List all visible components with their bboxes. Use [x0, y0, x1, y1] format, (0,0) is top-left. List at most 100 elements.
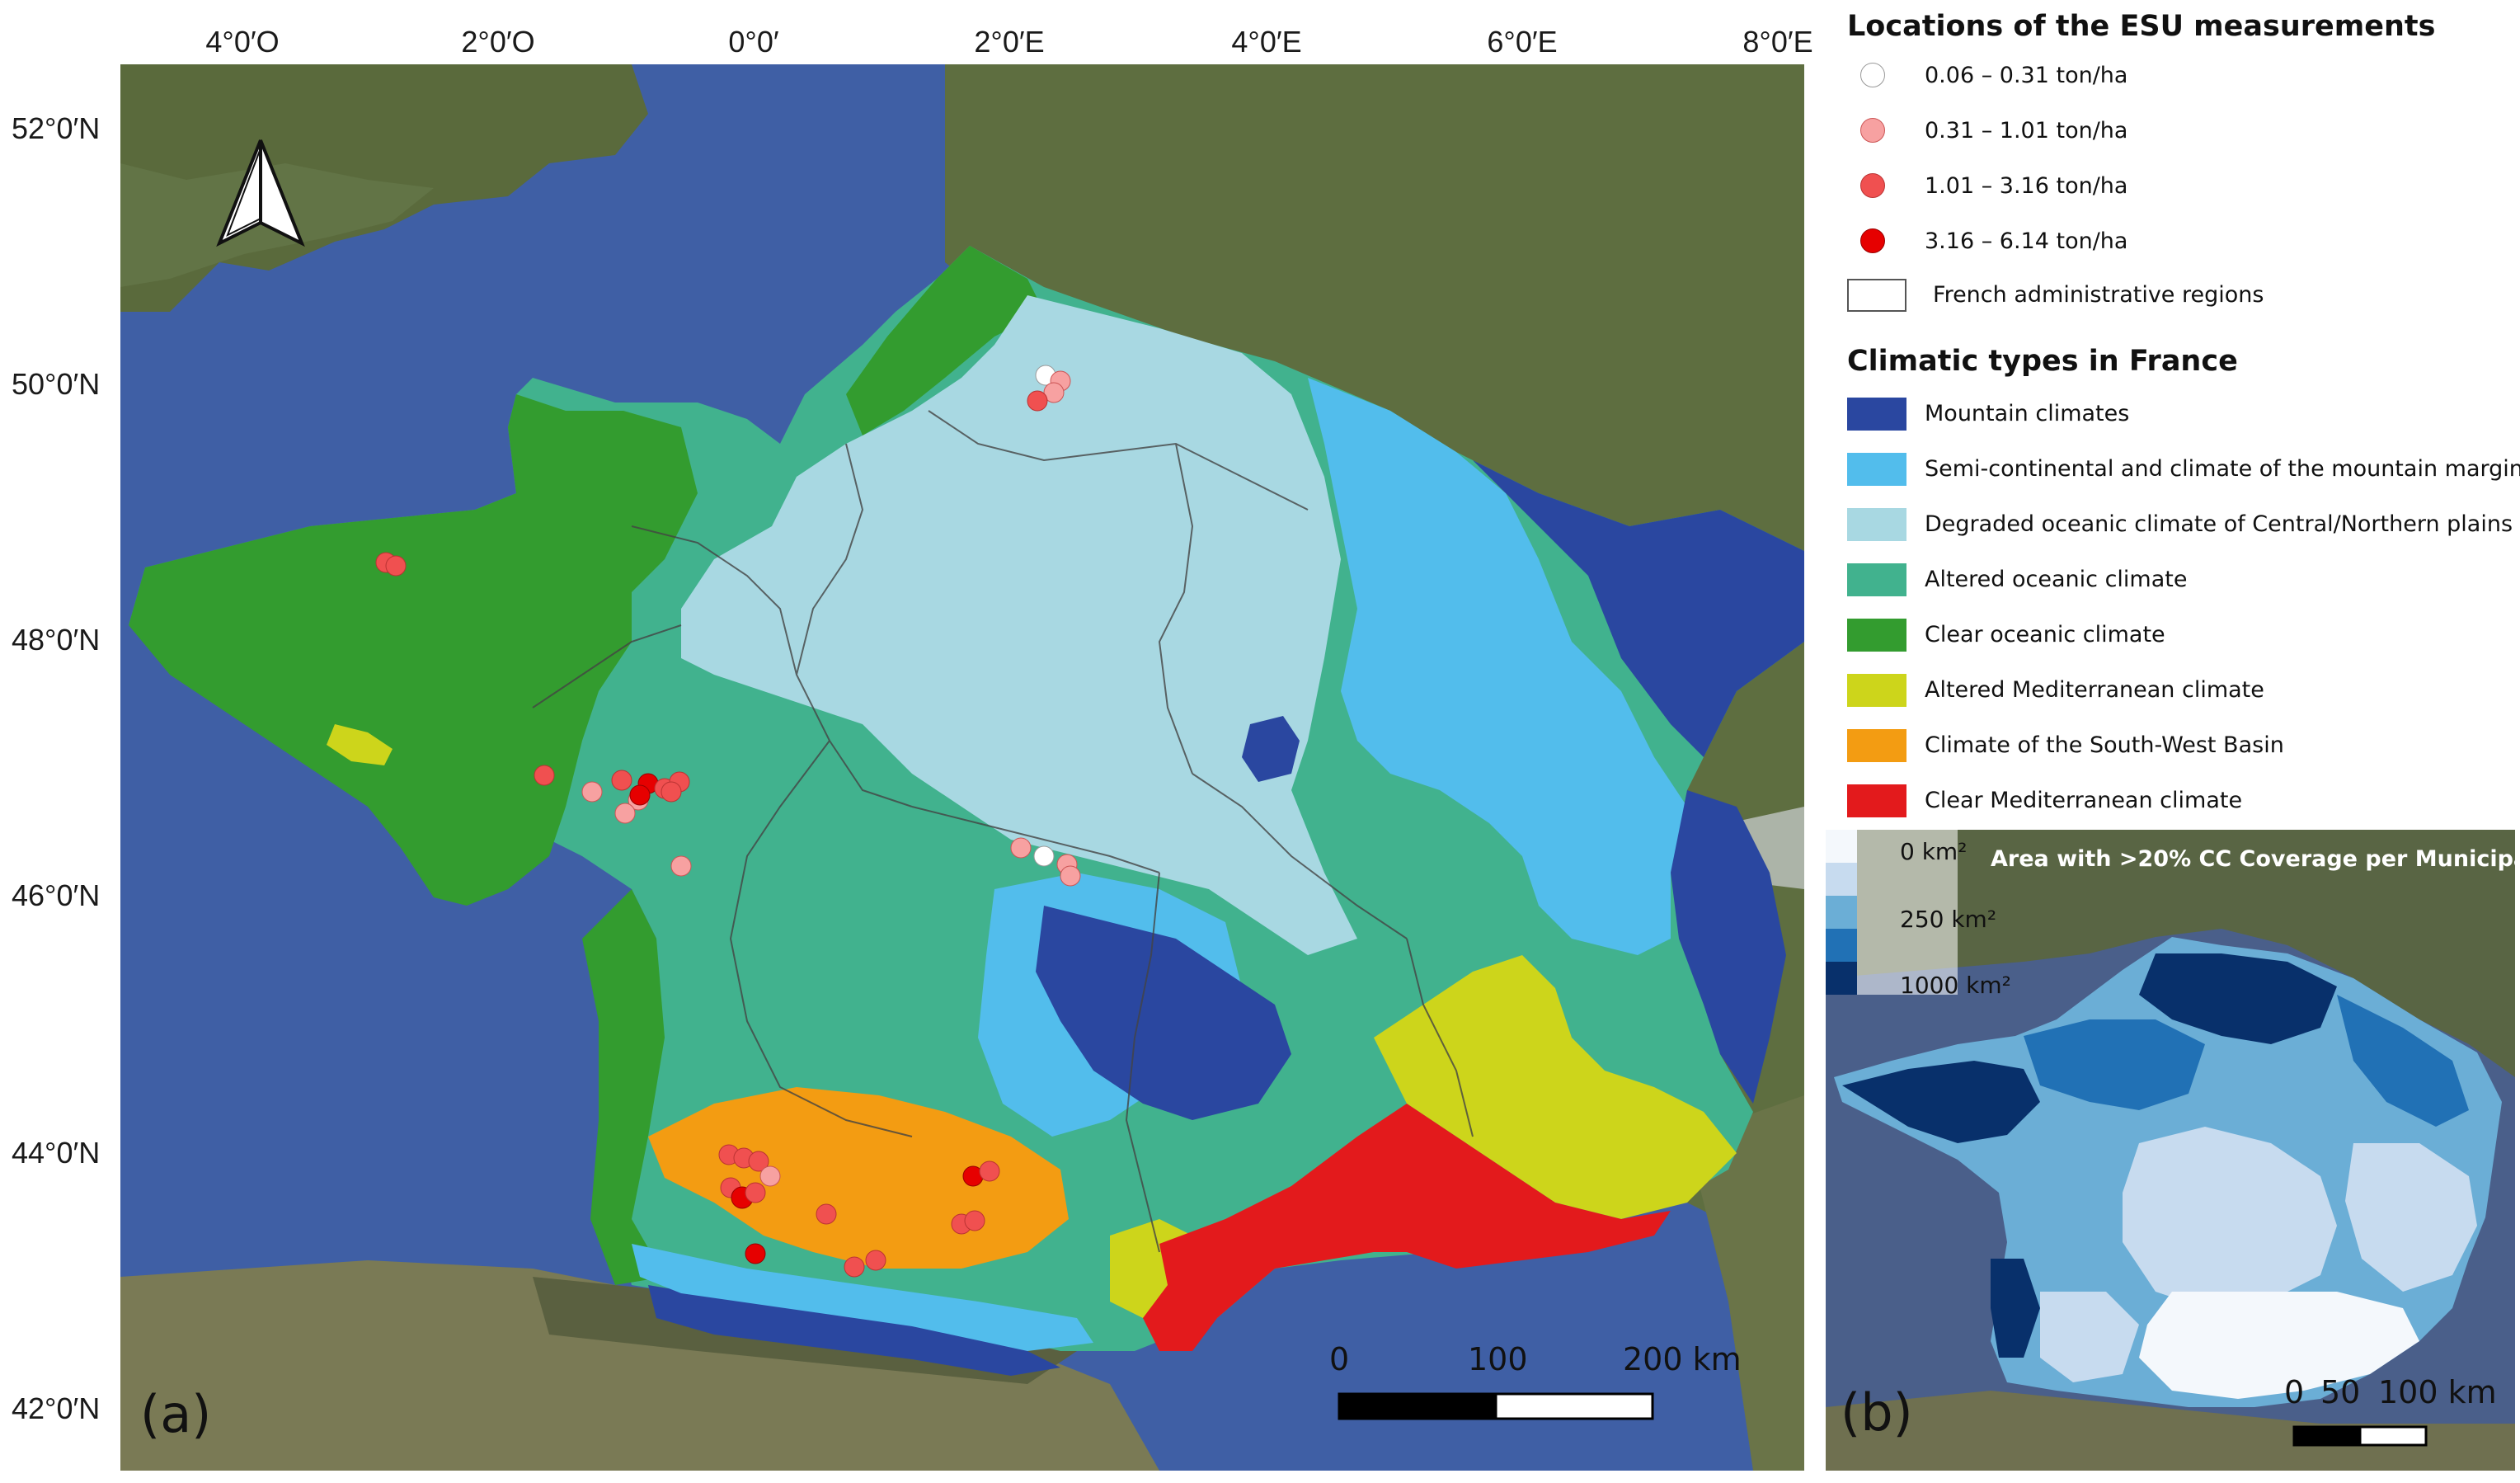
esu-class-swatch	[1860, 228, 1885, 253]
lat-label-46n: 46°0′N	[12, 878, 101, 912]
climate-label: Degraded oceanic climate of Central/Nort…	[1925, 511, 2513, 537]
climate-swatch	[1847, 563, 1906, 596]
inset-scale-bar	[2292, 1425, 2428, 1447]
inset-scale-tick-100: 100 km	[2378, 1374, 2497, 1410]
regions-legend-row: French administrative regions	[1847, 275, 2520, 315]
lon-label-4e: 4°0′E	[1231, 25, 1302, 59]
esu-point	[614, 803, 636, 824]
esu-legend-row: 1.01 – 3.16 ton/ha	[1847, 167, 2520, 206]
esu-point	[816, 1203, 837, 1225]
inset-france-dark-north	[2139, 953, 2337, 1044]
esu-point	[865, 1250, 886, 1271]
climate-legend-row: Clear oceanic climate	[1847, 615, 2520, 655]
climate-legend-row: Clear Mediterranean climate	[1847, 781, 2520, 821]
inset-legend-label-250: 250 km²	[1900, 906, 1997, 933]
esu-class-swatch	[1860, 118, 1885, 143]
climate-legend-row: Climate of the South-West Basin	[1847, 726, 2520, 765]
france-altered-mediterranean	[1374, 955, 1737, 1219]
inset-legend-label-1000: 1000 km²	[1900, 972, 2011, 999]
climate-label: Altered oceanic climate	[1925, 567, 2188, 592]
italy-land	[1687, 1095, 1804, 1471]
esu-points	[375, 365, 1081, 1278]
inset-map-canvas	[1826, 830, 2515, 1471]
main-map-canvas	[120, 64, 1804, 1471]
inset-legend-label-0: 0 km²	[1900, 838, 1968, 865]
esu-class-label: 0.06 – 0.31 ton/ha	[1925, 63, 2128, 88]
france-clear-mediterranean	[1143, 1104, 1671, 1351]
inset-france-dark-sw	[1991, 1259, 2040, 1358]
inset-title: Area with >20% CC Coverage per Municipal…	[1991, 846, 2515, 872]
inset-scale-tick-50: 50	[2320, 1374, 2361, 1410]
main-map[interactable]: 0 100 200 km (a)	[120, 64, 1804, 1471]
esu-point	[581, 781, 603, 803]
esu-point	[748, 1151, 769, 1172]
esu-point	[629, 784, 651, 806]
climate-swatch	[1847, 729, 1906, 762]
france-semi-continental-pyrenees	[632, 1244, 1093, 1351]
france-mountain-massif-central	[1036, 906, 1291, 1120]
climate-swatch	[1847, 619, 1906, 652]
esu-point	[611, 770, 632, 791]
regions-swatch	[1847, 279, 1906, 312]
inset-land-north	[1826, 830, 2515, 1077]
climate-swatch	[1847, 674, 1906, 707]
climate-swatch	[1847, 508, 1906, 541]
inset-map[interactable]: Area with >20% CC Coverage per Municipal…	[1826, 830, 2515, 1471]
esu-point	[745, 1182, 766, 1203]
esu-point	[661, 781, 682, 803]
france-semi-continental	[1308, 378, 1687, 955]
climate-legend-title: Climatic types in France	[1847, 345, 2238, 378]
inset-france-light-sw	[2040, 1292, 2139, 1382]
inset-france-mid-east	[2337, 995, 2469, 1127]
esu-point	[1027, 390, 1048, 412]
panel-label-a: (a)	[140, 1384, 212, 1444]
inset-france-lightest-south	[2139, 1292, 2419, 1399]
climate-label: Semi-continental and climate of the moun…	[1925, 456, 2520, 482]
climate-legend-row: Altered Mediterranean climate	[1847, 671, 2520, 710]
climate-legend-row: Degraded oceanic climate of Central/Nort…	[1847, 505, 2520, 544]
regions-label: French administrative regions	[1933, 282, 2264, 308]
esu-point	[670, 855, 692, 877]
esu-class-swatch	[1860, 63, 1885, 87]
inset-legend-bar-front	[1826, 830, 1857, 995]
inset-france-light-east	[2345, 1143, 2477, 1292]
lon-label-8e: 8°0′E	[1742, 25, 1813, 59]
iberia-land	[120, 1260, 1159, 1471]
esu-point	[1060, 865, 1081, 887]
lat-label-50n: 50°0′N	[12, 367, 101, 401]
esu-class-label: 0.31 – 1.01 ton/ha	[1925, 118, 2128, 144]
lat-label-42n: 42°0′N	[12, 1391, 101, 1425]
north-arrow-icon	[216, 139, 305, 247]
legend: Locations of the ESU measurements 0.06 –…	[1847, 0, 2520, 825]
france-mountain-morvan	[1242, 716, 1300, 782]
inset-france-light-centre	[2123, 1127, 2337, 1308]
esu-legend-row: 0.06 – 0.31 ton/ha	[1847, 56, 2520, 96]
climate-swatch	[1847, 784, 1906, 817]
esu-class-label: 1.01 – 3.16 ton/ha	[1925, 173, 2128, 199]
esu-point	[844, 1256, 865, 1278]
esu-legend-row: 0.31 – 1.01 ton/ha	[1847, 111, 2520, 151]
esu-point	[964, 1210, 985, 1231]
esu-legend-title: Locations of the ESU measurements	[1847, 10, 2436, 43]
esu-point	[534, 765, 555, 786]
lat-label-48n: 48°0′N	[12, 623, 101, 657]
france-clear-oceanic-north	[846, 246, 1044, 435]
inset-france-mid	[2024, 1019, 2205, 1110]
esu-legend-row: 3.16 – 6.14 ton/ha	[1847, 222, 2520, 261]
lon-label-2w: 2°0′O	[461, 25, 535, 59]
climate-legend-row: Semi-continental and climate of the moun…	[1847, 450, 2520, 489]
lon-label-2e: 2°0′E	[974, 25, 1045, 59]
main-scale-tick-100: 100	[1468, 1341, 1528, 1377]
esu-point	[1043, 382, 1065, 403]
esu-class-label: 3.16 – 6.14 ton/ha	[1925, 228, 2128, 254]
esu-point	[745, 1243, 766, 1264]
lon-label-6e: 6°0′E	[1487, 25, 1558, 59]
france-clear-oceanic-sw	[582, 889, 665, 1285]
climate-label: Clear oceanic climate	[1925, 622, 2165, 647]
main-scale-tick-0: 0	[1329, 1341, 1350, 1377]
climate-swatch	[1847, 398, 1906, 431]
esu-point	[1010, 837, 1032, 859]
esu-point	[1033, 845, 1055, 867]
main-scale-tick-200: 200 km	[1623, 1341, 1742, 1377]
climate-label: Altered Mediterranean climate	[1925, 677, 2264, 703]
